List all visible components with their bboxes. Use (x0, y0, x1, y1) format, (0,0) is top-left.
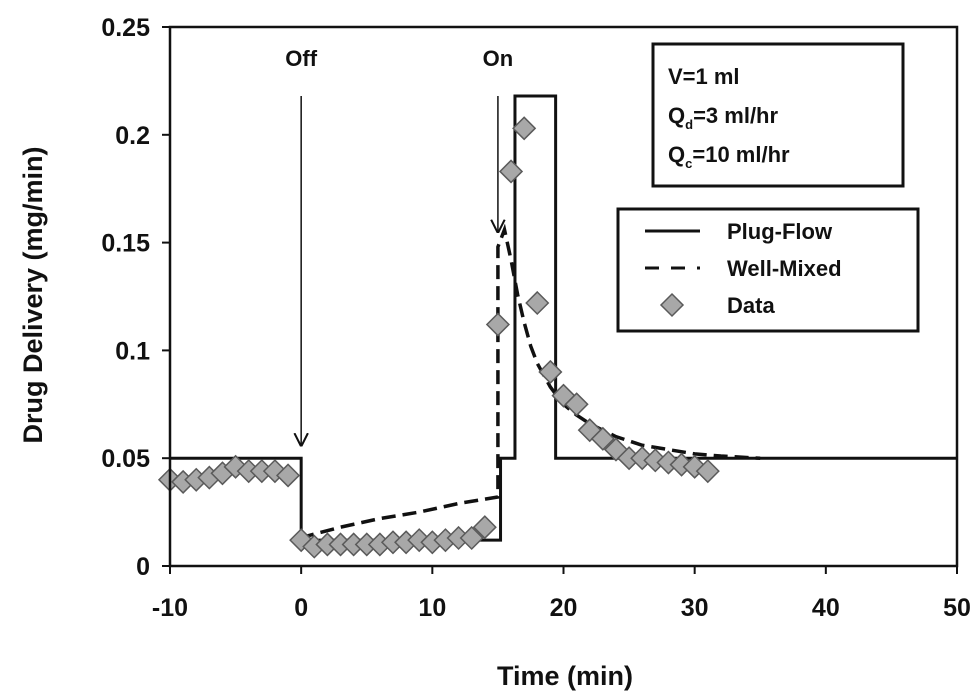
y-axis-title: Drug Delivery (mg/min) (18, 146, 48, 443)
parameters-box: V=1 ml Qd=3 ml/hr Qc=10 ml/hr (651, 42, 905, 188)
data-point (564, 392, 589, 417)
data-point (275, 463, 301, 488)
plot-area (157, 94, 957, 559)
plug-flow-line (170, 94, 957, 542)
x-tick-label: 20 (550, 594, 578, 622)
legend: Plug-Flow Well-Mixed Data (616, 207, 920, 333)
data-point (538, 359, 563, 385)
data-point (459, 525, 484, 551)
y-tick-label: 0.05 (101, 445, 150, 473)
y-tick-label: 0.25 (101, 14, 150, 42)
legend-swatch-data (659, 292, 685, 318)
parameter-line: Qc=10 ml/hr (668, 142, 790, 171)
y-tick-label: 0.15 (101, 230, 150, 258)
data-point (590, 426, 615, 451)
annotation-on: On (483, 46, 514, 71)
x-tick-label: 0 (294, 594, 308, 622)
legend-label-data: Data (727, 293, 775, 318)
legend-label-plug-flow: Plug-Flow (727, 219, 833, 244)
x-tick-label: 40 (812, 594, 840, 622)
x-tick-label: 50 (943, 594, 971, 622)
data-point (472, 515, 497, 540)
data-point (498, 159, 524, 184)
legend-label-well-mixed: Well-Mixed (727, 256, 842, 281)
y-tick-label: 0 (136, 553, 150, 581)
data-series (157, 116, 720, 559)
y-tick-label: 0.2 (115, 122, 150, 150)
parameter-line: V=1 ml (668, 64, 740, 89)
x-tick-label: 10 (418, 594, 446, 622)
parameter-line: Qd=3 ml/hr (668, 103, 778, 132)
well-mixed-line (300, 223, 761, 542)
annotation-off: Off (285, 46, 317, 71)
x-axis-title: Time (min) (497, 661, 633, 691)
data-point (525, 290, 550, 316)
x-tick-label: -10 (152, 594, 188, 622)
data-point (485, 312, 510, 337)
data-point (512, 116, 537, 141)
data-point (695, 459, 720, 484)
parameters-frame (651, 42, 905, 188)
x-tick-label: 30 (681, 594, 709, 622)
y-tick-label: 0.1 (115, 337, 150, 365)
